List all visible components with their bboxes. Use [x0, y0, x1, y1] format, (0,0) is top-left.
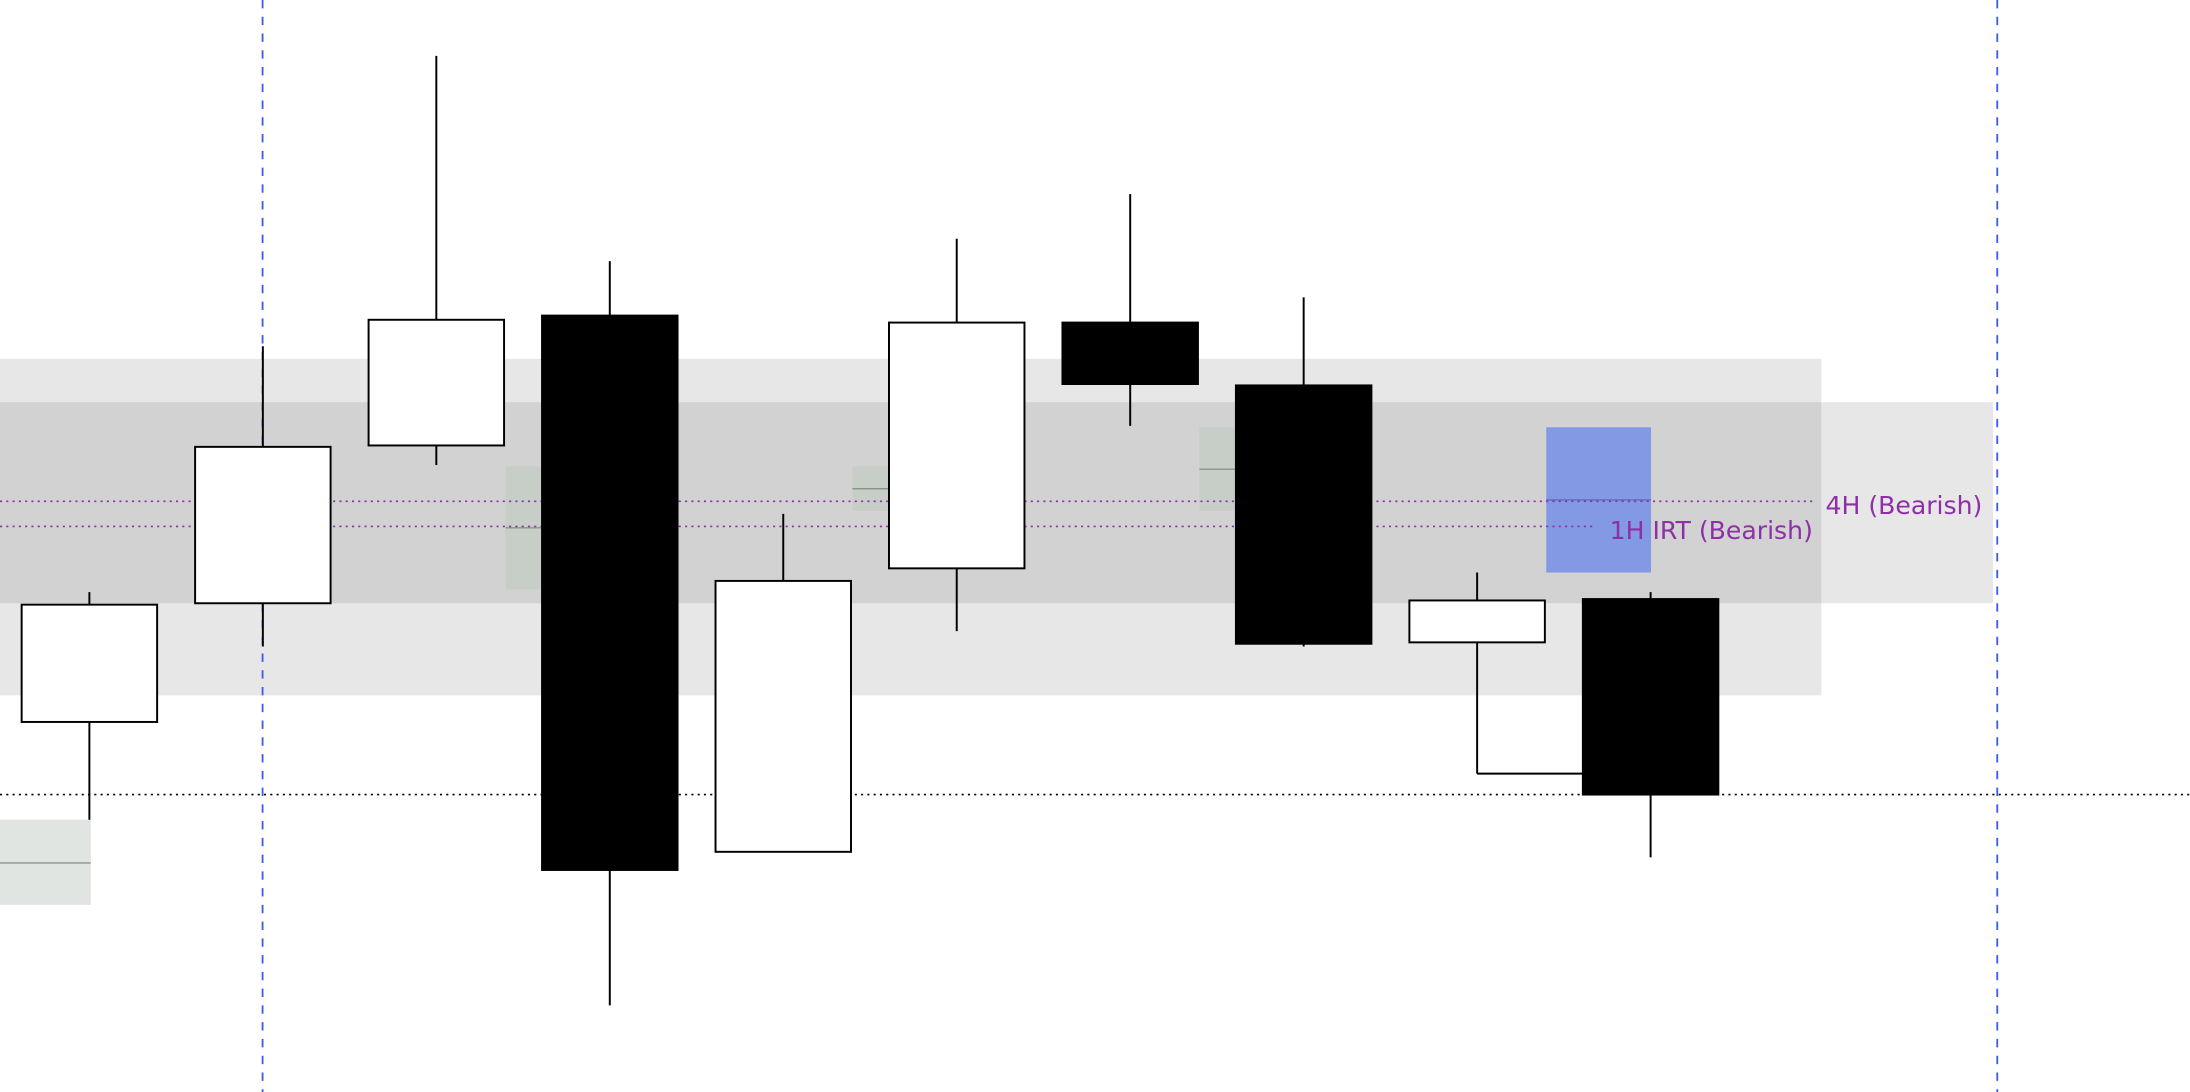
candle-body-9: [1581, 598, 1720, 796]
level-label-4h: 4H (Bearish): [1825, 491, 1982, 520]
candle-body-6: [1061, 321, 1199, 385]
candle-body-0: [20, 603, 159, 723]
zone-extension: [1821, 402, 1994, 604]
candle-body-7: [1234, 384, 1373, 645]
candle-body-4: [714, 579, 852, 853]
level-label-1h-irt: 1H IRT (Bearish): [1610, 516, 1813, 545]
candle-body-8: [1408, 599, 1546, 644]
candle-body-2: [367, 318, 506, 447]
candle-body-1: [194, 445, 332, 605]
candle-body-3: [541, 314, 679, 871]
candle-body-5: [888, 321, 1026, 570]
